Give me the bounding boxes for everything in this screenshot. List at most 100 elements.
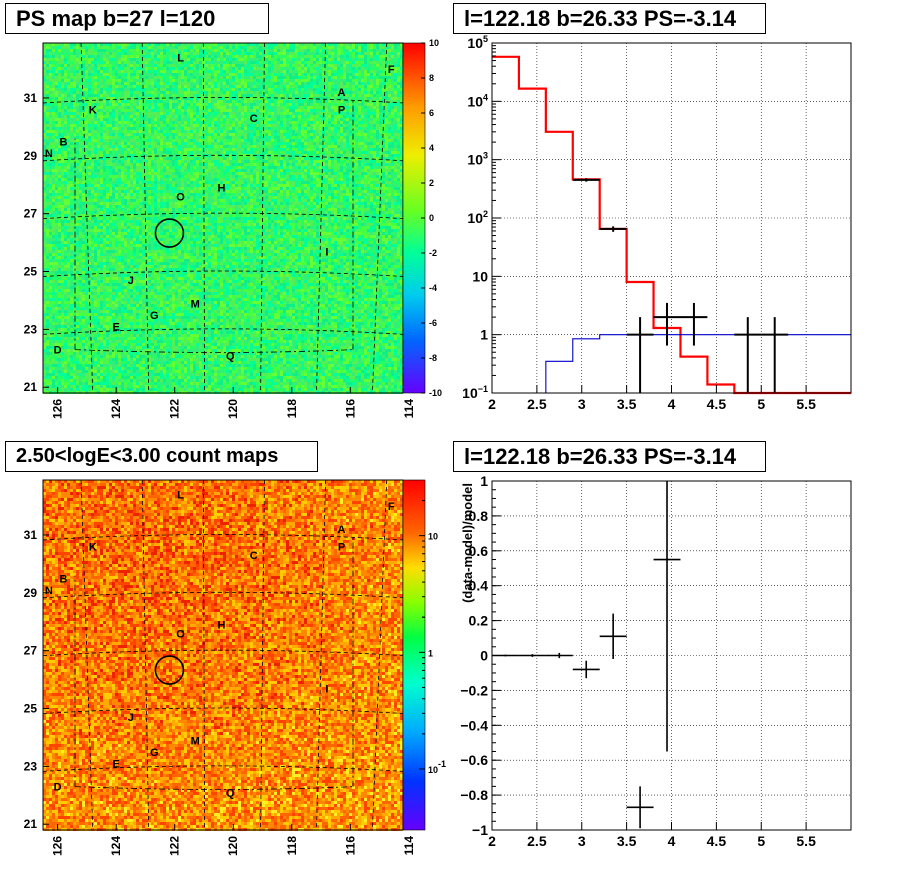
heatmap-cell bbox=[391, 91, 394, 94]
heatmap-cell bbox=[79, 112, 82, 115]
heatmap-cell bbox=[394, 154, 397, 157]
heatmap-cell bbox=[193, 115, 196, 118]
heatmap-cell bbox=[157, 73, 160, 76]
heatmap-cell bbox=[391, 160, 394, 163]
heatmap-cell bbox=[256, 97, 259, 100]
heatmap-cell bbox=[58, 121, 61, 124]
heatmap-cell bbox=[241, 139, 244, 142]
heatmap-cell bbox=[220, 79, 223, 82]
heatmap-cell bbox=[328, 100, 331, 103]
heatmap-cell bbox=[385, 163, 388, 166]
heatmap-cell bbox=[97, 112, 100, 115]
heatmap-cell bbox=[181, 106, 184, 109]
heatmap-cell bbox=[388, 70, 391, 73]
heatmap-cell bbox=[136, 166, 139, 169]
heatmap-cell bbox=[226, 118, 229, 121]
heatmap-cell bbox=[118, 61, 121, 64]
heatmap-cell bbox=[82, 64, 85, 67]
heatmap-cell bbox=[364, 73, 367, 76]
heatmap-cell bbox=[382, 124, 385, 127]
heatmap-cell bbox=[82, 124, 85, 127]
heatmap-cell bbox=[379, 88, 382, 91]
heatmap-cell bbox=[73, 109, 76, 112]
heatmap-cell bbox=[46, 151, 49, 154]
heatmap-cell bbox=[319, 106, 322, 109]
heatmap-cell bbox=[211, 82, 214, 85]
heatmap-cell bbox=[208, 127, 211, 130]
heatmap-cell bbox=[229, 70, 232, 73]
heatmap-cell bbox=[148, 64, 151, 67]
heatmap-cell bbox=[283, 76, 286, 79]
heatmap-cell bbox=[82, 139, 85, 142]
heatmap-cell bbox=[70, 43, 73, 46]
heatmap-cell bbox=[178, 103, 181, 106]
heatmap-cell bbox=[85, 88, 88, 91]
heatmap-cell bbox=[133, 43, 136, 46]
heatmap-cell bbox=[271, 106, 274, 109]
heatmap-cell bbox=[151, 112, 154, 115]
heatmap-cell bbox=[232, 139, 235, 142]
heatmap-cell bbox=[346, 67, 349, 70]
heatmap-cell bbox=[121, 127, 124, 130]
heatmap-cell bbox=[301, 112, 304, 115]
heatmap-cell bbox=[115, 82, 118, 85]
heatmap-cell bbox=[340, 82, 343, 85]
heatmap-cell bbox=[160, 103, 163, 106]
heatmap-cell bbox=[289, 127, 292, 130]
heatmap-cell bbox=[382, 67, 385, 70]
heatmap-cell bbox=[163, 142, 166, 145]
heatmap-cell bbox=[94, 112, 97, 115]
heatmap-cell bbox=[142, 61, 145, 64]
heatmap-cell bbox=[295, 49, 298, 52]
heatmap-cell bbox=[334, 103, 337, 106]
heatmap-cell bbox=[343, 154, 346, 157]
heatmap-cell bbox=[388, 163, 391, 166]
heatmap-cell bbox=[247, 67, 250, 70]
heatmap-cell bbox=[274, 109, 277, 112]
heatmap-cell bbox=[151, 145, 154, 148]
heatmap-cell bbox=[310, 133, 313, 136]
heatmap-cell bbox=[46, 100, 49, 103]
heatmap-cell bbox=[376, 145, 379, 148]
heatmap-cell bbox=[370, 154, 373, 157]
heatmap-cell bbox=[307, 145, 310, 148]
heatmap-cell bbox=[262, 118, 265, 121]
heatmap-cell bbox=[70, 163, 73, 166]
heatmap-cell bbox=[181, 52, 184, 55]
heatmap-cell bbox=[226, 79, 229, 82]
heatmap-cell bbox=[73, 97, 76, 100]
heatmap-cell bbox=[346, 133, 349, 136]
heatmap-cell bbox=[400, 157, 403, 160]
heatmap-cell bbox=[340, 157, 343, 160]
heatmap-cell bbox=[202, 109, 205, 112]
heatmap-cell bbox=[256, 130, 259, 133]
heatmap-cell bbox=[169, 160, 172, 163]
heatmap-cell bbox=[193, 160, 196, 163]
heatmap-cell bbox=[154, 166, 157, 169]
heatmap-cell bbox=[325, 139, 328, 142]
heatmap-cell bbox=[385, 61, 388, 64]
heatmap-cell bbox=[304, 64, 307, 67]
heatmap-cell bbox=[46, 112, 49, 115]
heatmap-cell bbox=[247, 64, 250, 67]
heatmap-cell bbox=[94, 139, 97, 142]
heatmap-cell bbox=[166, 67, 169, 70]
heatmap-cell bbox=[190, 46, 193, 49]
heatmap-cell bbox=[46, 121, 49, 124]
heatmap-cell bbox=[364, 61, 367, 64]
heatmap-cell bbox=[208, 112, 211, 115]
heatmap-cell bbox=[250, 133, 253, 136]
heatmap-cell bbox=[55, 160, 58, 163]
heatmap-cell bbox=[88, 94, 91, 97]
heatmap-cell bbox=[139, 55, 142, 58]
heatmap-cell bbox=[100, 52, 103, 55]
heatmap-cell bbox=[76, 136, 79, 139]
heatmap-cell bbox=[370, 136, 373, 139]
heatmap-cell bbox=[217, 163, 220, 166]
heatmap-cell bbox=[274, 133, 277, 136]
heatmap-cell bbox=[133, 157, 136, 160]
heatmap-cell bbox=[103, 121, 106, 124]
heatmap-cell bbox=[127, 43, 130, 46]
heatmap-cell bbox=[232, 130, 235, 133]
heatmap-cell bbox=[241, 52, 244, 55]
